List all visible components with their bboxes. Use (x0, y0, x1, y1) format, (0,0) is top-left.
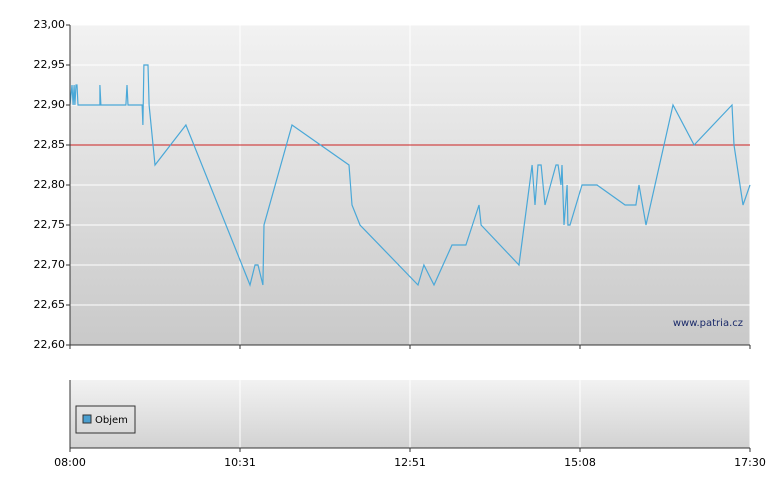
y-tick-label: 22,85 (34, 138, 66, 151)
y-tick-label: 22,80 (34, 178, 66, 191)
price-line (69, 64, 751, 287)
x-tick-label: 08:00 (54, 456, 86, 469)
x-tick-label: 12:51 (394, 456, 426, 469)
legend-box (75, 405, 136, 434)
y-tick-label: 22,90 (34, 98, 66, 111)
x-tick-label: 10:31 (224, 456, 256, 469)
x-tick-label: 15:08 (564, 456, 596, 469)
y-tick-label: 22,95 (34, 58, 66, 71)
x-tick-label: 17:30 (734, 456, 766, 469)
watermark: www.patria.cz (673, 318, 743, 329)
y-tick-label: 22,75 (34, 218, 66, 231)
y-tick-label: 22,60 (34, 338, 66, 351)
y-tick-label: 22,65 (34, 298, 66, 311)
y-tick-label: 23,00 (34, 18, 66, 31)
legend-label: Objem (95, 415, 128, 426)
y-tick-label: 22,70 (34, 258, 66, 271)
legend-swatch (82, 414, 92, 424)
